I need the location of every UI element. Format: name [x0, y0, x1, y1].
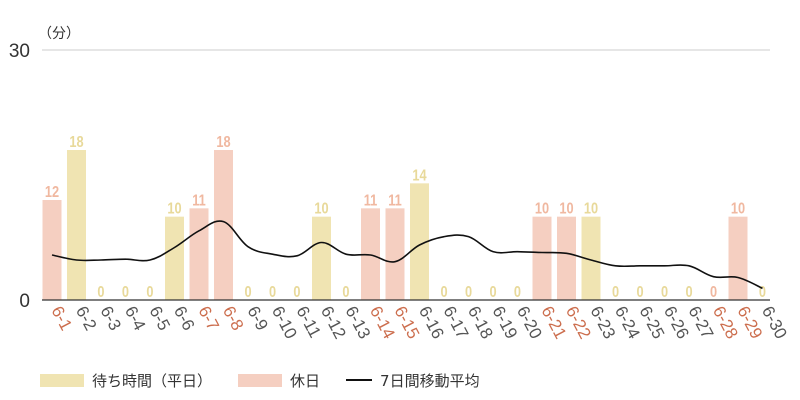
x-tick-label-6-14: 6-14: [366, 303, 399, 342]
x-tick-label-6-22: 6-22: [562, 303, 595, 342]
y-unit-label: （分）: [38, 26, 80, 42]
bar-value-label: 0: [514, 284, 521, 302]
bar-value-label: 11: [388, 192, 402, 210]
bar-6-15: [385, 208, 405, 300]
x-tick-label-6-11: 6-11: [292, 303, 324, 341]
bar-value-label: 0: [661, 284, 668, 302]
legend-swatch-weekday: [40, 373, 84, 387]
bar-6-21: [532, 216, 552, 300]
x-tick-label-6-18: 6-18: [464, 303, 497, 342]
x-tick-label-6-21: 6-21: [537, 303, 570, 342]
x-tick-label-6-26: 6-26: [660, 303, 693, 342]
bar-value-label: 0: [244, 284, 251, 302]
x-tick-label-6-8: 6-8: [219, 303, 247, 334]
bar-6-14: [361, 208, 380, 300]
bar-6-6: [165, 216, 184, 300]
legend-label-moving-average: 7日間移動平均: [380, 371, 480, 390]
x-tick-label-6-25: 6-25: [635, 303, 668, 342]
bar-value-label: 10: [584, 200, 598, 218]
x-tick-label-6-30: 6-30: [758, 303, 791, 342]
legend-item-weekday: 待ち時間（平日）: [40, 370, 212, 391]
bar-6-23: [581, 216, 601, 300]
moving-average-line: [51, 220, 763, 290]
bar-value-label: 0: [293, 284, 300, 302]
bar-value-label: 0: [612, 284, 619, 302]
legend: 待ち時間（平日） 休日 7日間移動平均: [40, 368, 506, 392]
legend-swatch-holiday: [238, 373, 283, 387]
x-tick-label-6-24: 6-24: [611, 303, 644, 342]
bar-value-label: 11: [192, 192, 206, 210]
bar-value-label: 12: [45, 184, 59, 202]
x-tick-label-6-1: 6-1: [47, 303, 75, 334]
legend-item-holiday: 休日: [238, 370, 320, 391]
bar-value-label: 0: [465, 284, 472, 302]
bar-6-7: [189, 208, 209, 300]
x-tick-label-6-17: 6-17: [439, 303, 472, 342]
bar-value-label: 0: [146, 284, 153, 302]
x-tick-label-6-3: 6-3: [96, 303, 124, 334]
bar-value-label: 0: [440, 284, 447, 302]
bar-value-label: 10: [535, 200, 549, 218]
x-tick-label-6-6: 6-6: [170, 303, 198, 334]
bar-value-label: 14: [412, 167, 426, 185]
x-tick-label-6-4: 6-4: [121, 303, 149, 334]
bar-value-label: 10: [314, 200, 328, 218]
bar-value-label: 10: [559, 200, 573, 218]
bar-value-label: 0: [685, 284, 692, 302]
legend-swatch-moving-average: [346, 379, 373, 381]
x-tick-label-6-15: 6-15: [390, 303, 423, 342]
x-tick-label-6-16: 6-16: [415, 303, 448, 342]
bar-value-label: 0: [122, 284, 129, 302]
x-tick-label-6-20: 6-20: [513, 303, 546, 342]
x-tick-label-6-5: 6-5: [145, 303, 173, 334]
bar-6-2: [67, 150, 86, 300]
bar-value-label: 0: [636, 284, 643, 302]
bar-6-22: [557, 216, 576, 300]
y-tick-label: 0: [19, 291, 30, 312]
bar-6-1: [42, 200, 62, 300]
legend-label-weekday: 待ち時間（平日）: [92, 371, 213, 390]
x-tick-label-6-10: 6-10: [268, 303, 301, 342]
x-tick-label-6-2: 6-2: [72, 303, 100, 334]
y-tick-label: 30: [9, 41, 30, 62]
bar-6-16: [410, 183, 429, 300]
bar-value-label: 0: [710, 284, 717, 302]
bar-value-label: 10: [731, 200, 745, 218]
x-tick-label-6-12: 6-12: [317, 303, 350, 342]
x-tick-label-6-19: 6-19: [488, 303, 521, 342]
x-tick-label-6-27: 6-27: [684, 303, 717, 342]
x-tick-label-6-13: 6-13: [341, 303, 374, 342]
x-tick-label-6-23: 6-23: [586, 303, 619, 342]
bar-6-12: [312, 216, 331, 300]
x-tick-label-6-7: 6-7: [194, 303, 222, 334]
bar-value-label: 11: [364, 192, 378, 210]
bar-6-8: [214, 150, 233, 300]
bar-6-29: [728, 216, 748, 300]
x-tick-label-6-9: 6-9: [243, 303, 271, 334]
bar-value-label: 18: [69, 134, 83, 152]
bar-value-label: 18: [216, 134, 230, 152]
bar-value-label: 0: [342, 284, 349, 302]
legend-label-holiday: 休日: [290, 371, 321, 390]
legend-item-moving-average: 7日間移動平均: [346, 370, 480, 391]
x-tick-label-6-28: 6-28: [709, 303, 742, 342]
bar-value-label: 0: [97, 284, 104, 302]
bar-value-label: 0: [759, 284, 766, 302]
bar-value-label: 10: [167, 200, 181, 218]
bar-value-label: 0: [489, 284, 496, 302]
bar-value-label: 0: [269, 284, 276, 302]
x-tick-label-6-29: 6-29: [733, 303, 766, 342]
